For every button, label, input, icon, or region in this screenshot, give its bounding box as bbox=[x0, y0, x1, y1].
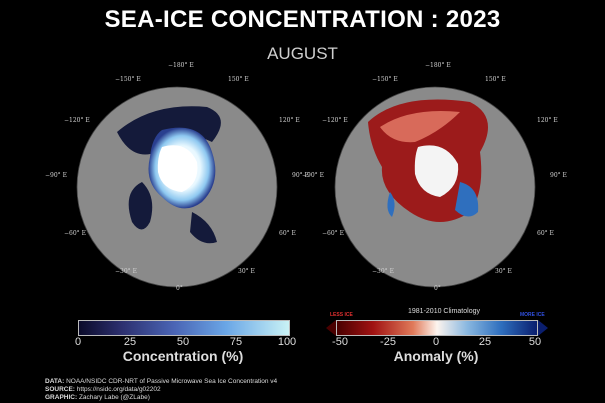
source-credit-line: SOURCE: https://nsidc.org/data/g02202 bbox=[45, 386, 277, 394]
lon-label: −120° E bbox=[64, 117, 90, 124]
data-credit-label: DATA: bbox=[45, 378, 65, 385]
lon-label: −30° E bbox=[372, 268, 394, 275]
lon-label: 90° E bbox=[550, 172, 567, 179]
colorbar-tick: 50 bbox=[176, 336, 190, 348]
anomaly-colorbar bbox=[336, 320, 538, 336]
lon-label: −180° E bbox=[425, 62, 451, 69]
graphic-credit-line: GRAPHIC: Zachary Labe (@ZLabe) bbox=[45, 394, 277, 402]
concentration-colorbar bbox=[78, 320, 290, 336]
graphic-credit-label: GRAPHIC: bbox=[45, 394, 78, 401]
colorbar-tick: -25 bbox=[380, 336, 396, 348]
colorbar-tick: -50 bbox=[332, 336, 348, 348]
source-credit-label: SOURCE: bbox=[45, 386, 75, 393]
lon-label: 90° E bbox=[292, 172, 309, 179]
lon-label: 0° bbox=[434, 285, 441, 292]
graphic-credit-text: Zachary Labe (@ZLabe) bbox=[78, 394, 150, 401]
ocean-region bbox=[128, 182, 153, 230]
lon-label: −180° E bbox=[168, 62, 194, 69]
colorbar-tick: 0 bbox=[74, 336, 82, 348]
anomaly-map bbox=[334, 86, 536, 288]
sea-ice-core bbox=[414, 145, 459, 197]
month-subtitle: AUGUST bbox=[267, 44, 338, 63]
lon-label: 150° E bbox=[485, 76, 506, 83]
less-ice-label: LESS ICE bbox=[330, 312, 353, 318]
data-credit-text: NOAA/NSIDC CDR-NRT of Passive Microwave … bbox=[66, 378, 278, 385]
sea-ice-core bbox=[157, 145, 198, 192]
ice-gain-region bbox=[387, 192, 395, 217]
climatology-label: 1981-2010 Climatology bbox=[408, 308, 480, 315]
lon-label: 30° E bbox=[238, 268, 255, 275]
ice-gain-region bbox=[455, 182, 479, 217]
lon-label: −30° E bbox=[115, 268, 137, 275]
lon-label: −150° E bbox=[372, 76, 398, 83]
lon-label: 30° E bbox=[495, 268, 512, 275]
page-title: SEA-ICE CONCENTRATION : 2023 bbox=[104, 6, 501, 33]
lon-label: −60° E bbox=[322, 230, 344, 237]
source-credit-text[interactable]: https://nsidc.org/data/g02202 bbox=[76, 386, 161, 393]
anomaly-colorbar-title: Anomaly (%) bbox=[393, 348, 479, 364]
colorbar-tick: 50 bbox=[528, 336, 542, 348]
lon-label: 60° E bbox=[279, 230, 296, 237]
concentration-map bbox=[76, 86, 278, 288]
colorbar-tick: 75 bbox=[229, 336, 243, 348]
colorbar-extend-left-arrow bbox=[326, 320, 336, 336]
concentration-colorbar-title: Concentration (%) bbox=[122, 348, 244, 364]
lon-label: −90° E bbox=[45, 172, 67, 179]
more-ice-label: MORE ICE bbox=[520, 312, 545, 318]
lon-label: −60° E bbox=[64, 230, 86, 237]
colorbar-tick: 25 bbox=[123, 336, 137, 348]
map-boundary bbox=[334, 86, 536, 288]
colorbar-tick: 0 bbox=[432, 336, 440, 348]
lon-label: 60° E bbox=[537, 230, 554, 237]
data-credit-line: DATA: NOAA/NSIDC CDR-NRT of Passive Micr… bbox=[45, 378, 277, 386]
lon-label: −150° E bbox=[115, 76, 141, 83]
lon-label: 150° E bbox=[228, 76, 249, 83]
lon-label: −90° E bbox=[302, 172, 324, 179]
lon-label: 120° E bbox=[279, 117, 300, 124]
lon-label: 0° bbox=[176, 285, 183, 292]
lon-label: −120° E bbox=[322, 117, 348, 124]
credits-block: DATA: NOAA/NSIDC CDR-NRT of Passive Micr… bbox=[45, 378, 277, 402]
ice-loss-region bbox=[380, 111, 460, 143]
colorbar-tick: 25 bbox=[478, 336, 492, 348]
map-boundary bbox=[76, 86, 278, 288]
lon-label: 120° E bbox=[537, 117, 558, 124]
colorbar-tick: 100 bbox=[277, 336, 297, 348]
colorbar-extend-right-arrow bbox=[538, 320, 548, 336]
ocean-region bbox=[190, 212, 217, 244]
